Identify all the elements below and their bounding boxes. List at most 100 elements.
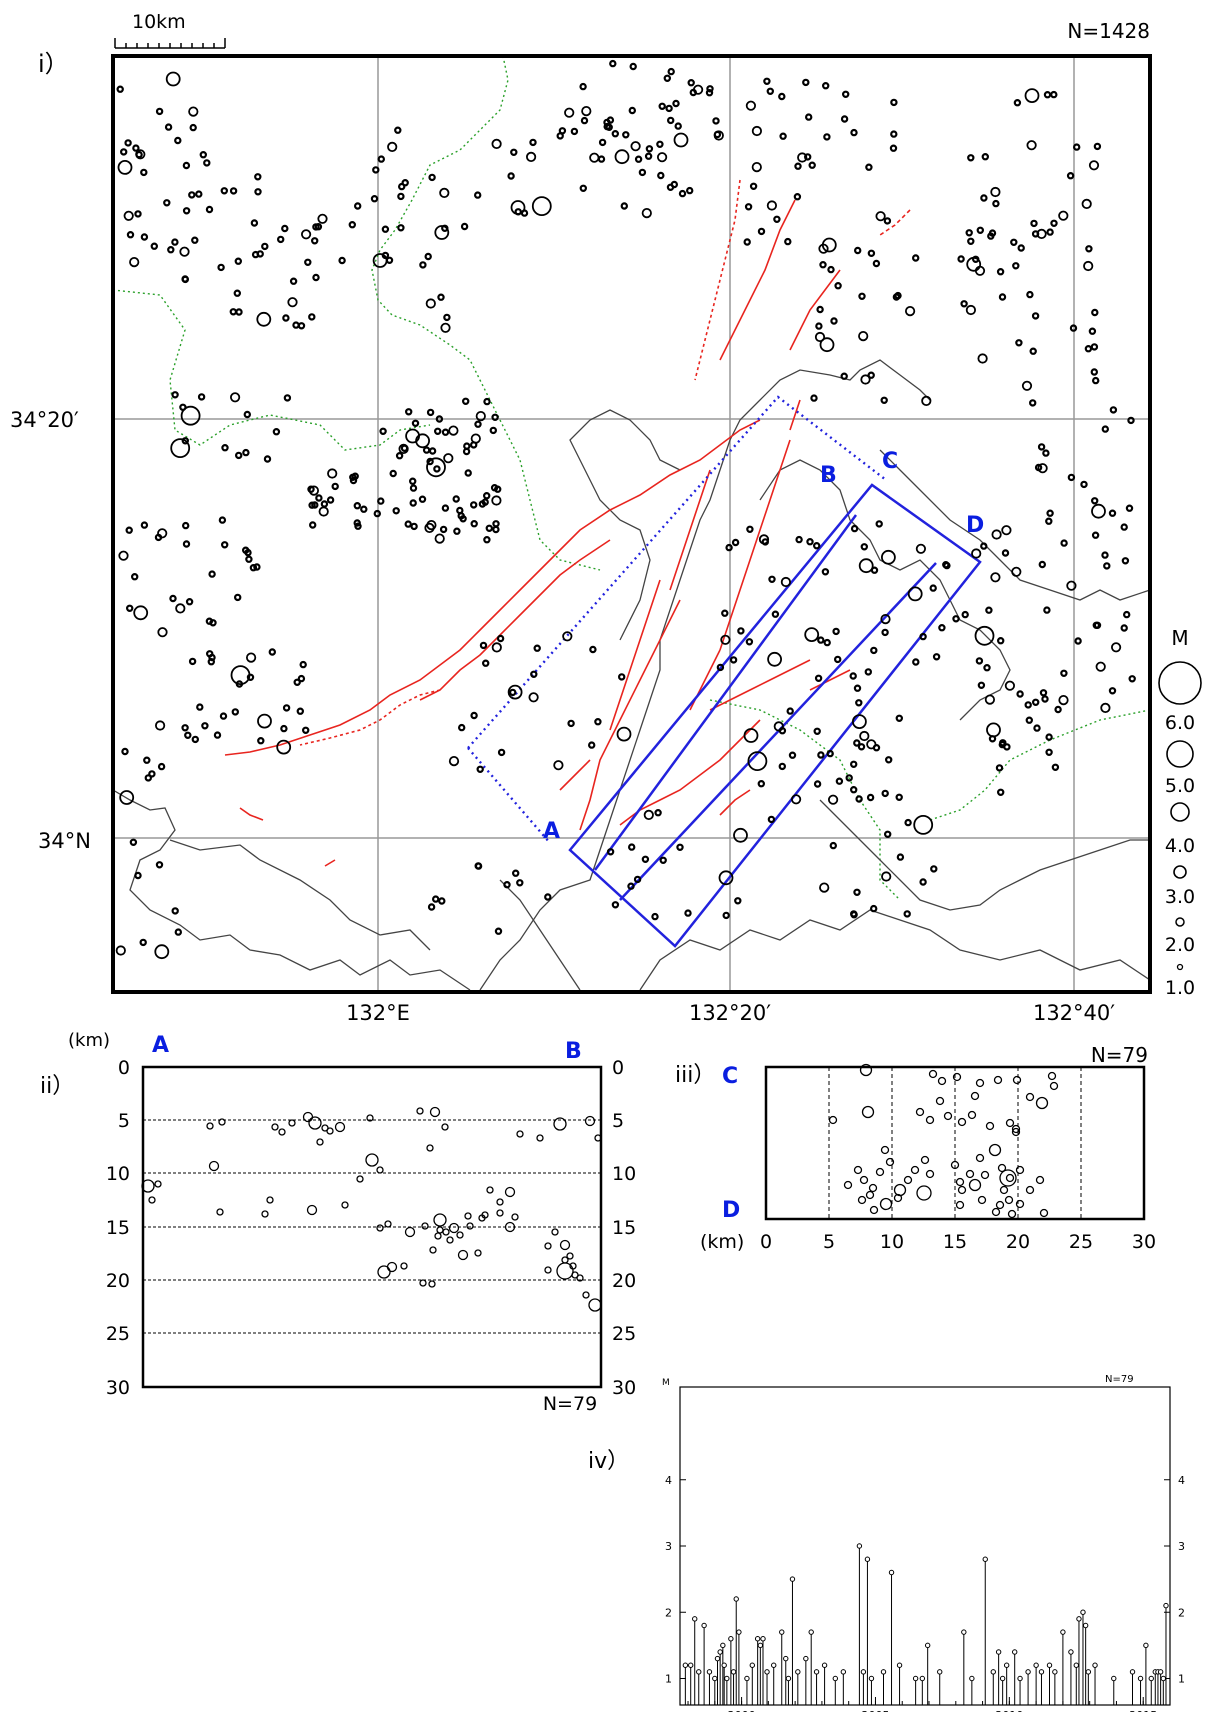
epicenter-marker [409, 499, 417, 507]
hypocenter-cd [880, 1145, 890, 1155]
legend-marker-6 [1158, 661, 1202, 705]
epicenter-marker [821, 237, 837, 253]
epicenter-marker [428, 173, 436, 182]
epicenter-marker [627, 882, 635, 890]
hypocenter-ab [356, 1175, 364, 1183]
epicenter-marker [678, 189, 687, 198]
mt-event-point [1017, 1675, 1023, 1682]
epicenter-marker [712, 117, 720, 125]
epicenter-marker [140, 168, 148, 177]
epicenter-marker [1011, 566, 1022, 577]
epicenter-marker [912, 254, 920, 262]
epicenter-marker [984, 694, 996, 705]
epicenter-marker [242, 448, 250, 457]
mt-event-point [1046, 1662, 1053, 1668]
epicenter-marker [628, 106, 637, 115]
epicenter-marker [130, 573, 139, 581]
hypocenter-cd [1005, 1118, 1015, 1128]
epicenter-marker [299, 660, 307, 669]
depth-tick-right-25: 25 [612, 1323, 636, 1345]
hypocenter-cd [975, 1078, 985, 1088]
epicenter-marker [858, 558, 874, 574]
hypocenter-cd [925, 1115, 935, 1125]
mt-event-point [728, 1636, 734, 1642]
epicenter-marker [965, 304, 977, 316]
epicenter-marker [718, 870, 734, 886]
epicenter-marker [618, 673, 626, 681]
mt-event-point [1073, 1662, 1079, 1668]
epicenter-marker [795, 535, 803, 544]
section-ab-point-a: A [152, 1033, 169, 1058]
epicenter-marker [860, 374, 871, 385]
epicenter-marker [185, 598, 194, 606]
hypocenter-cd [999, 1185, 1009, 1195]
epicenter-marker [904, 818, 912, 827]
coastline [112, 359, 1151, 991]
epicenter-marker [977, 681, 986, 690]
mt-x-tick-label: 2000 [728, 1709, 756, 1712]
epicenter-marker [819, 261, 827, 269]
hypocenter-ab [428, 1280, 436, 1288]
epicenter-marker [154, 533, 163, 542]
epicenter-marker [331, 482, 339, 491]
mt-event-point [1085, 1669, 1092, 1675]
hypocenter-ab [148, 1196, 156, 1204]
epicenter-marker [597, 155, 606, 163]
epicenter-marker [191, 236, 199, 244]
epicenter-marker [381, 251, 390, 260]
mt-event-point [896, 1662, 903, 1668]
epicenter-marker [494, 927, 503, 935]
legend-marker-2 [1175, 917, 1185, 927]
epicenter-marker [254, 173, 262, 181]
hypocenter-cd [869, 1205, 879, 1215]
epicenter-marker [1100, 702, 1111, 714]
mt-event-point [714, 1655, 721, 1662]
epicenter-marker [441, 428, 450, 436]
hypocenter-cd [861, 1105, 875, 1119]
mt-event-point [1060, 1629, 1066, 1635]
epicenter-marker [977, 353, 988, 364]
epicenter-marker [1093, 621, 1102, 630]
hypocenter-ab [429, 1106, 441, 1118]
epicenter-marker [654, 809, 662, 817]
mt-y-tick-label-left: 3 [665, 1540, 672, 1553]
epicenter-marker [220, 541, 229, 549]
epicenter-marker [594, 718, 602, 726]
epicenter-marker [641, 855, 650, 864]
epicenter-marker [788, 751, 797, 759]
epicenter-marker [676, 843, 684, 852]
epicenter-marker [1103, 562, 1111, 570]
epicenter-marker [296, 707, 304, 715]
epicenter-marker [509, 688, 517, 697]
epicenter-marker [197, 393, 206, 401]
hypocenter-ab [308, 1116, 322, 1130]
epicenter-marker [219, 712, 228, 720]
epicenter-marker [476, 765, 484, 774]
epicenter-marker [729, 656, 738, 664]
epicenter-marker [880, 613, 891, 625]
epicenter-marker [805, 113, 813, 121]
epicenter-marker [692, 84, 704, 95]
epicenter-marker [213, 731, 222, 739]
hypocenter-ab [376, 1224, 384, 1232]
epicenter-marker [860, 543, 869, 551]
epicenter-marker [672, 99, 680, 108]
mt-event-point [1033, 1662, 1039, 1668]
epicenter-marker [140, 521, 149, 529]
epicenter-marker [507, 172, 515, 180]
hypocenter-cd [1012, 1075, 1022, 1085]
panel-label-iv: iv） [588, 1449, 629, 1474]
epicenter-marker [470, 433, 481, 444]
epicenter-marker [459, 515, 467, 523]
epicenter-marker [482, 659, 490, 667]
hypocenter-cd [957, 1185, 967, 1195]
epicenter-marker [377, 155, 385, 163]
legend-marker-4 [1170, 802, 1190, 822]
dist-tick-25: 25 [1069, 1231, 1093, 1253]
epicenter-marker [767, 815, 776, 824]
epicenter-marker [673, 132, 689, 148]
epicenter-marker [1046, 509, 1054, 517]
epicenter-marker [470, 520, 478, 528]
epicenter-marker [1128, 675, 1136, 683]
epicenter-marker [1090, 343, 1099, 351]
